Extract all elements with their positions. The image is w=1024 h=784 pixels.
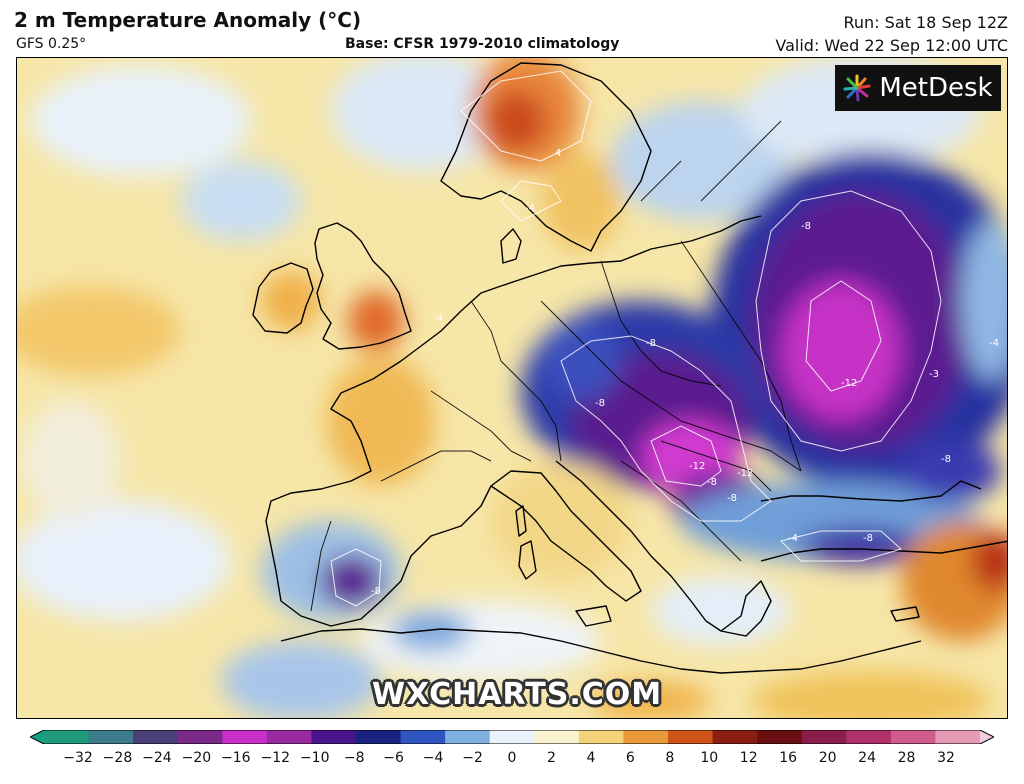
colorbar-tick-label: 16 [779,750,798,766]
contour-label: -4 [788,533,798,544]
colorbar [30,730,994,744]
colorbar-segment [668,730,714,744]
colorbar-tick-label: −16 [221,750,251,766]
colorbar-tick-label: 20 [818,750,837,766]
map-title: 2 m Temperature Anomaly (°C) [14,8,362,32]
colorbar-segment [846,730,892,744]
contour-label: -8 [646,338,656,349]
colorbar-tick-labels: −32 −28 −24 −20 −16 −12 −10 −8 −6 −4 −2 0 2 4 6 8 10 12 16… [0,746,1024,770]
anomaly-contours [330,70,942,607]
colorbar-segment [445,730,491,744]
contour-label: -8 [941,454,951,465]
model-name: GFS 0.25° [16,36,87,52]
colorbar-segment [712,730,758,744]
colorbar-segment [935,730,981,744]
colorbar-tick-label: −4 [422,750,444,766]
colorbar-tick-label: 28 [897,750,916,766]
contour-label: -8 [863,533,873,544]
contour-label: 4 [555,148,561,159]
colorbar-segment [801,730,847,744]
contour-label: -3 [929,369,939,380]
colorbar-tick-label: −24 [142,750,172,766]
contour-labels: -44-8-8-8-12-12-12-8-8-8-8-4-8-4-4-3 [371,148,999,597]
colorbar-segment [578,730,625,744]
coastlines [252,62,1007,674]
valid-time: Valid: Wed 22 Sep 12:00 UTC [775,36,1008,55]
colorbar-segment [88,730,134,744]
colorbar-segment [400,730,446,744]
colorbar-tick-label: −20 [181,750,212,766]
colorbar-tick-label: −12 [260,750,291,766]
base-climatology: Base: CFSR 1979-2010 climatology [345,36,620,52]
contour-label: -8 [727,493,737,504]
colorbar-tick-label: 32 [937,750,955,766]
contour-label: -4 [989,338,999,349]
colorbar-tick-label: −32 [63,750,93,766]
borders [310,120,802,612]
colorbar-segment [356,730,402,744]
colorbar-min-arrow [30,730,44,744]
colorbar-segment [44,730,90,744]
colorbar-segment [177,730,223,744]
metdesk-logo-text: MetDesk [879,73,993,103]
colorbar-segment [534,730,580,744]
anomaly-field [17,58,1007,718]
contour-label: -8 [801,221,811,232]
contour-label: -8 [707,477,717,488]
colorbar-tick-label: 4 [586,750,596,766]
colorbar-tick-label: −8 [343,750,365,766]
colorbar-tick-label: −6 [383,750,404,766]
run-time: Run: Sat 18 Sep 12Z [843,13,1008,32]
contour-label: -8 [595,398,605,409]
colorbar-tick-label: 2 [546,750,556,766]
contour-label: -12 [689,461,705,472]
colorbar-tick-label: 24 [858,750,876,766]
colorbar-tick-label: 6 [625,750,635,766]
contour-label: -12 [841,378,857,389]
colorbar-tick-label: −10 [299,750,330,766]
wxcharts-watermark: WXCHARTS.COM [372,677,663,712]
contour-label: -4 [525,203,535,214]
contour-label: -12 [737,468,753,479]
contour-label: -8 [371,586,381,597]
temperature-anomaly-map: -44-8-8-8-12-12-12-8-8-8-8-4-8-4-4-3 [17,58,1007,718]
colorbar-tick-label: −28 [102,750,133,766]
colorbar-segment [311,730,357,744]
map-panel[interactable]: -4 4 -8 -8 -8 -12 -12 -12 -8 -8 -8 -8 -4 -8 -4 -4 -3 Met… [16,57,1008,719]
contour-label: -4 [433,313,443,324]
colorbar-segment [266,730,313,744]
colorbar-tick-label: 12 [739,750,758,766]
colorbar-tick-label: 8 [665,750,675,766]
colorbar-segment [623,730,669,744]
colorbar-segment [757,730,803,744]
colorbar-segment [133,730,179,744]
metdesk-logo[interactable]: MetDesk [835,65,1001,111]
colorbar-max-arrow [980,730,994,744]
sunburst-icon [843,74,871,102]
colorbar-tick-label: −2 [462,750,483,766]
colorbar-segment [890,730,937,744]
colorbar-tick-label: 0 [507,750,517,766]
colorbar-segment [489,730,535,744]
colorbar-tick-label: 10 [700,750,719,766]
colorbar-segment [222,730,268,744]
